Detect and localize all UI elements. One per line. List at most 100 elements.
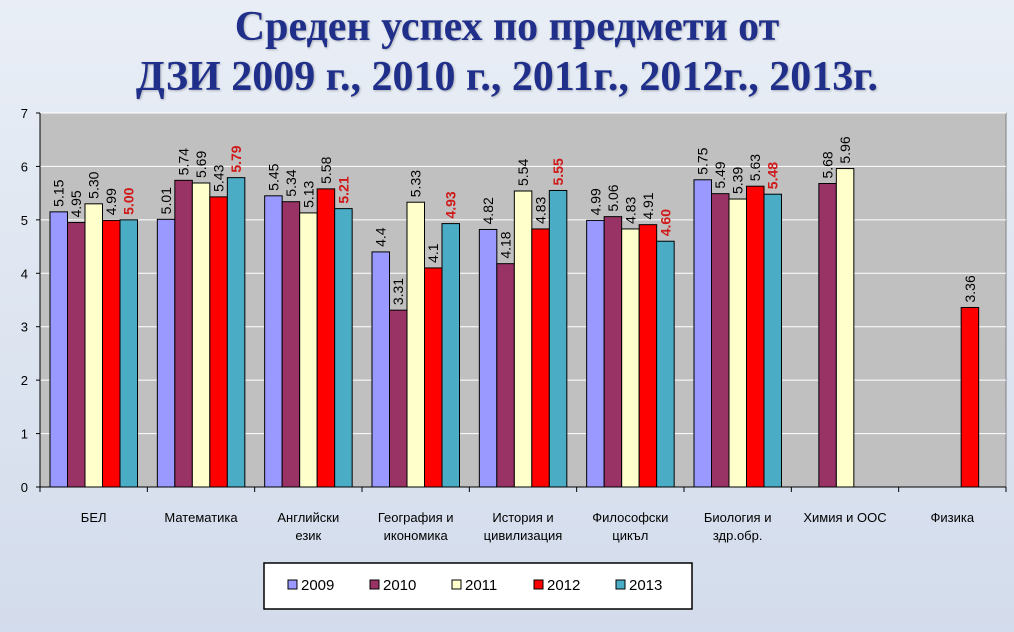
legend: 2009 2010 2011 2012 2013 [263, 562, 693, 610]
category-label: Философски [592, 510, 668, 525]
category-label: здр.обр. [713, 528, 763, 543]
y-axis-ticks: 0 1 2 3 4 5 6 7 [21, 106, 1007, 495]
y-tick-label: 1 [21, 427, 28, 442]
bar-2010-4 [496, 263, 515, 488]
bar-2010-0 [67, 222, 86, 488]
data-label-2012-6: 5.63 [747, 154, 763, 181]
data-label-2013-4: 5.55 [550, 158, 566, 185]
data-label-2011-2: 5.13 [300, 180, 316, 207]
data-label-2013-3: 4.93 [443, 191, 459, 218]
chart-title-line2: ДЗИ 2009 г., 2010 г., 2011г., 2012г., 20… [135, 54, 879, 100]
data-label-2013-0: 5.00 [121, 187, 137, 214]
data-label-2013-1: 5.79 [228, 145, 244, 172]
bar-2012-6 [746, 185, 765, 488]
data-label-2012-5: 4.91 [640, 192, 656, 219]
data-label-2009-6: 5.75 [695, 147, 711, 174]
bar-2009-2 [264, 195, 283, 488]
category-label: Биология и [704, 510, 772, 525]
data-label-2010-7: 5.68 [820, 151, 836, 178]
bar-2011-3 [406, 201, 425, 488]
y-tick-label: 7 [21, 106, 28, 121]
category-label: Английски [277, 510, 339, 525]
legend-label-2009: 2009 [301, 577, 334, 594]
bar-2011-1 [191, 182, 211, 488]
data-label-2011-4: 5.54 [515, 159, 531, 186]
bar-2013-5 [656, 240, 675, 488]
bar-2012-1 [209, 196, 228, 488]
bar-2011-5 [621, 228, 640, 488]
legend-label-2011: 2011 [465, 577, 497, 594]
bar-2009-0 [49, 211, 68, 488]
bar-2013-2 [334, 208, 353, 488]
chart-title-line1: Среден успех по предмети от [234, 4, 780, 50]
data-label-2011-5: 4.83 [622, 196, 638, 223]
category-label: цивилизация [484, 528, 563, 543]
bar-2011-4 [513, 190, 533, 488]
bar-2010-3 [389, 309, 408, 488]
y-tick-label: 3 [21, 320, 28, 335]
legend-swatch-2010 [369, 579, 380, 590]
category-label: икономика [384, 528, 449, 543]
bar-2009-5 [586, 219, 605, 488]
bar-2011-7 [835, 168, 855, 488]
bar-2009-3 [371, 251, 390, 488]
legend-swatch-2012 [533, 579, 544, 590]
bar-2013-0 [119, 219, 138, 488]
data-label-2013-2: 5.21 [335, 176, 351, 203]
bar-2013-4 [548, 189, 568, 488]
legend-swatch-2009 [287, 579, 298, 590]
data-label-2009-4: 4.82 [480, 197, 496, 224]
bar-2013-3 [441, 223, 460, 488]
data-label-2010-5: 5.06 [605, 184, 621, 211]
data-label-2013-6: 5.48 [765, 162, 781, 189]
bar-2010-6 [711, 193, 730, 488]
data-label-2010-6: 5.49 [712, 161, 728, 188]
y-tick-label: 0 [21, 480, 28, 495]
bar-2009-6 [693, 179, 712, 488]
y-tick-label: 5 [21, 213, 28, 228]
data-label-2011-3: 5.33 [408, 170, 424, 197]
bar-2012-4 [531, 228, 550, 488]
data-label-2009-1: 5.01 [158, 187, 174, 214]
bar-2010-1 [174, 179, 193, 488]
category-label: География и [378, 510, 454, 525]
legend-label-2013: 2013 [629, 577, 662, 594]
category-labels: БЕЛ Математика Английски език География и ико… [81, 510, 975, 543]
bar-2009-1 [156, 218, 176, 488]
y-tick-label: 4 [21, 266, 28, 281]
data-label-2012-3: 4.1 [425, 243, 441, 263]
data-label-2011-7: 5.96 [837, 136, 853, 163]
data-labels-group: 5.15 5.01 5.45 4.4 4.82 4.99 5.75 4.95 5.74 5.34 3… [51, 136, 978, 305]
data-label-2010-0: 4.95 [68, 190, 84, 217]
category-label: История и [492, 510, 553, 525]
data-label-2011-6: 5.39 [730, 167, 746, 194]
data-label-2009-0: 5.15 [51, 179, 67, 206]
bar-2013-1 [226, 177, 246, 488]
data-label-2010-4: 4.18 [498, 231, 514, 258]
bar-2012-3 [424, 267, 443, 488]
data-label-2010-2: 5.34 [283, 169, 299, 196]
bar-2012-0 [102, 219, 121, 488]
bar-2012-8 [960, 306, 980, 488]
category-label: цикъл [612, 528, 648, 543]
category-label: Физика [931, 510, 975, 525]
bar-2012-2 [316, 188, 336, 488]
bar-2009-4 [478, 228, 498, 488]
data-label-2011-1: 5.69 [193, 151, 209, 178]
category-label: БЕЛ [81, 510, 107, 525]
y-tick-label: 6 [21, 159, 28, 174]
data-label-2012-0: 4.99 [103, 188, 119, 215]
bar-2010-7 [818, 183, 837, 488]
bar-2011-6 [728, 198, 747, 488]
data-label-2009-3: 4.4 [373, 227, 389, 247]
bar-2011-0 [84, 203, 103, 488]
data-label-2012-2: 5.58 [318, 156, 334, 183]
legend-label-2010: 2010 [383, 577, 416, 594]
y-tick-label: 2 [21, 373, 28, 388]
bar-2013-6 [763, 193, 782, 488]
data-label-2010-1: 5.74 [176, 148, 192, 175]
bar-2012-5 [638, 224, 658, 488]
data-label-2013-5: 4.60 [657, 209, 673, 236]
data-label-2012-4: 4.83 [533, 196, 549, 223]
